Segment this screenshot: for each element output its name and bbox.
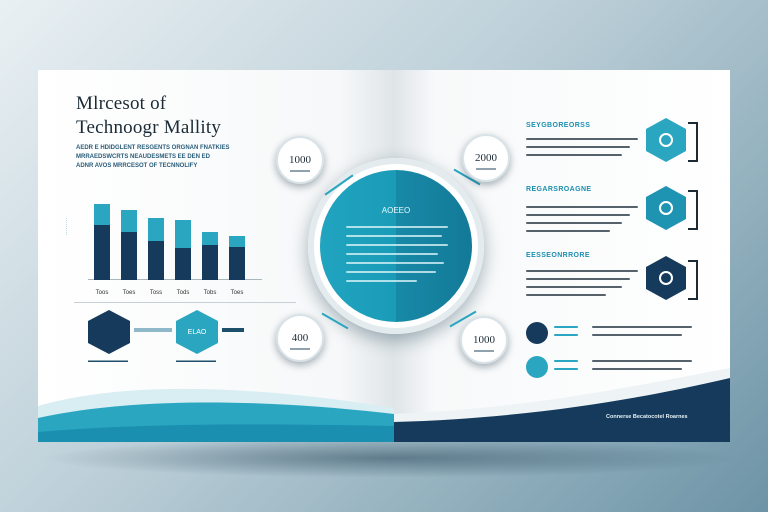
bracket-icon [688, 260, 698, 300]
text-line [526, 294, 606, 296]
stat-badge-bottom-right: 1000 [460, 316, 508, 364]
chart-bar [148, 218, 164, 280]
stat-badge-bottom-left: 400 [276, 314, 324, 362]
chart-bar-bottom-segment [148, 241, 164, 280]
stat-badge-top-left: 1000 [276, 136, 324, 184]
chart-bar-top-segment [94, 204, 110, 225]
chart-bar-top-segment [202, 232, 218, 245]
hexagon-icon-teal [646, 186, 686, 230]
badge-value: 1000 [289, 154, 311, 166]
text-line [526, 222, 622, 224]
text-line [592, 368, 682, 370]
subtitle-line-2: MRRAEDSWCRTS NEAUDESMETS EE DEN ED [76, 154, 211, 160]
text-line [592, 360, 692, 362]
text-line [592, 326, 692, 328]
center-circle-text [346, 226, 448, 289]
text-line [526, 214, 630, 216]
progress-strip [134, 328, 172, 332]
chart-bar-bottom-segment [202, 245, 218, 280]
chart-bar [202, 232, 218, 280]
text-line [526, 154, 622, 156]
bracket-icon [688, 122, 698, 162]
text-line [526, 278, 630, 280]
left-page-wave [38, 388, 394, 442]
chart-bar [121, 210, 137, 280]
footer-text: Connerse Becatocotel Roarnes [606, 414, 688, 420]
chart-bar-top-segment [121, 210, 137, 232]
stat-bar [554, 368, 578, 370]
hex-2-label: ELAO [187, 328, 207, 336]
chart-bar-bottom-segment [175, 248, 191, 280]
hex-1-caption: ▬▬▬▬▬▬▬▬ [88, 358, 128, 364]
ring-icon [659, 201, 673, 215]
ring-icon [659, 133, 673, 147]
chart-bar-bottom-segment [94, 225, 110, 280]
title-line-1: Mlrcesot of [76, 93, 167, 114]
stat-dot-navy [526, 322, 548, 344]
chart-bar-bottom-segment [121, 232, 137, 280]
hexagon-icon-navy [88, 310, 130, 354]
chart-bar [175, 220, 191, 280]
chart-bar [229, 236, 245, 280]
chart-x-tick-label: Tobs [203, 290, 217, 296]
chart-x-tick-label: Tods [176, 290, 190, 296]
text-line [526, 146, 630, 148]
chart-y-label: ⋮ ⋮ ⋮ [64, 218, 69, 236]
subtitle-line-3: ADNR AVOS MRRCESOT OF TECNNOLIFY [76, 163, 198, 169]
text-line [526, 286, 622, 288]
chart-x-tick-label: Toss [149, 290, 163, 296]
chart-bar-top-segment [175, 220, 191, 248]
chart-bar-bottom-segment [229, 247, 245, 280]
subtitle: AEDR E HDIDGLENT RESGENTS ORGNAN FNATKIE… [76, 144, 286, 171]
hexagon-icon-navy [646, 256, 686, 300]
chart-x-tick-label: Toos [95, 290, 109, 296]
text-line [592, 334, 682, 336]
section-divider [74, 302, 296, 303]
center-circle-title: AOEEO [381, 206, 411, 215]
chart-bar-top-segment [229, 236, 245, 247]
text-line [526, 270, 638, 272]
hexagon-icon-teal: ELAO [176, 310, 218, 354]
chart-x-tick-label: Toes [230, 290, 244, 296]
stat-bar [554, 326, 578, 328]
chart-x-tick-label: Toes [122, 290, 136, 296]
badge-value: 400 [291, 332, 309, 344]
text-line [526, 138, 638, 140]
chart-bar-top-segment [148, 218, 164, 241]
hexagon-icon-teal [646, 118, 686, 162]
right-section-3-heading: EESSEONRRORE [526, 252, 590, 259]
subtitle-line-1: AEDR E HDIDGLENT RESGENTS ORGNAN FNATKIE… [76, 145, 230, 151]
bracket-icon [688, 190, 698, 230]
badge-value: 2000 [475, 152, 497, 164]
chart-bar [94, 204, 110, 280]
title-line-2: Technoogr Mallity [76, 117, 222, 138]
center-circle [320, 170, 472, 322]
text-line [526, 206, 638, 208]
bar-chart: ⋮ ⋮ ⋮ Toos Toes Toss Tods Tobs Toes [62, 188, 262, 306]
progress-strip-2 [222, 328, 244, 332]
brochure-shadow [40, 438, 740, 478]
right-page-wave [394, 368, 730, 442]
ring-icon [659, 271, 673, 285]
stat-dot-teal [526, 356, 548, 378]
page-title: Mlrcesot of Technoogr Mallity [76, 92, 221, 140]
hex-2-caption: ▬▬▬▬▬▬▬▬ [176, 358, 216, 364]
stat-bar [554, 334, 578, 336]
stat-bar [554, 360, 578, 362]
badge-value: 1000 [473, 334, 495, 346]
right-section-1-heading: SEYGBOREORSS [526, 122, 591, 129]
stat-badge-top-right: 2000 [462, 134, 510, 182]
text-line [526, 230, 610, 232]
right-section-2-heading: REGARSROAGNE [526, 186, 592, 193]
